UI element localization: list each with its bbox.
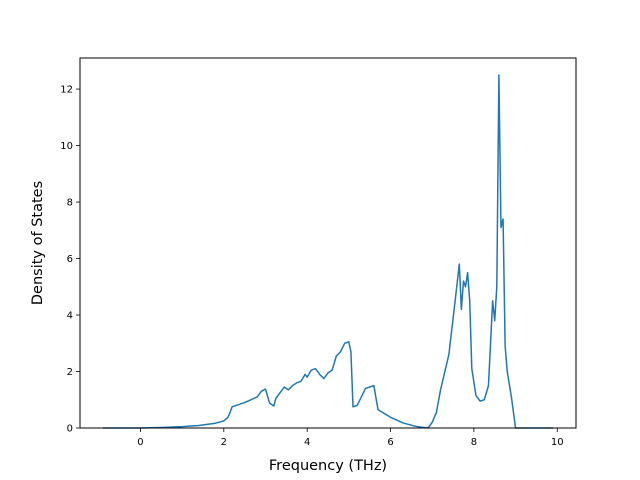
y-tick-label: 0 — [67, 424, 73, 435]
plot-background — [80, 58, 576, 428]
dos-series-line — [102, 74, 554, 429]
plot-lines — [102, 74, 554, 429]
y-tick-label: 6 — [67, 254, 73, 265]
x-axis-ticks: 0 2 4 6 8 10 — [137, 428, 564, 448]
y-axis-label: Density of States — [30, 181, 46, 305]
x-tick-label: 10 — [551, 437, 564, 448]
x-tick-label: 2 — [221, 437, 227, 448]
x-tick-label: 0 — [137, 437, 143, 448]
x-tick-label: 6 — [387, 437, 393, 448]
y-axis-ticks: 0 2 4 6 8 10 12 — [60, 85, 80, 435]
x-tick-label: 4 — [304, 437, 310, 448]
x-tick-label: 8 — [471, 437, 477, 448]
y-tick-label: 10 — [60, 141, 73, 152]
x-axis-label: Frequency (THz) — [269, 458, 387, 474]
y-tick-label: 12 — [60, 85, 73, 96]
y-tick-label: 2 — [67, 367, 73, 378]
y-tick-label: 4 — [67, 311, 73, 322]
y-tick-label: 8 — [67, 198, 73, 209]
plot-frame — [79, 57, 577, 429]
